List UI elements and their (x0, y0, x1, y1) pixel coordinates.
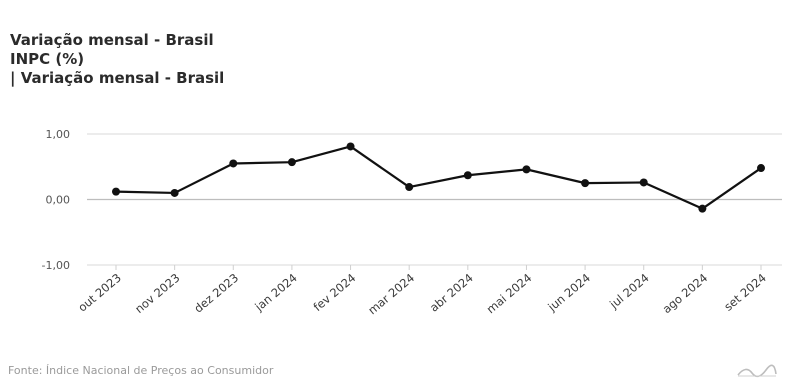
x-tick-label: out 2023 (75, 271, 124, 315)
x-tick-label: jul 2024 (606, 271, 651, 312)
data-point (522, 165, 531, 174)
x-tick-label: fev 2024 (311, 271, 359, 314)
chart-subtitle: INPC (%) (10, 50, 85, 68)
chart-title-block: Variação mensal - Brasil INPC (%) | Vari… (10, 31, 224, 88)
data-point (170, 188, 179, 197)
y-tick-label: 0,00 (46, 194, 71, 207)
chart-subtitle-2: | Variação mensal - Brasil (10, 69, 225, 87)
data-point (581, 179, 590, 188)
y-tick-label: 1,00 (46, 128, 71, 141)
data-point (463, 171, 472, 180)
x-tick-label: mar 2024 (365, 271, 417, 318)
data-point (112, 187, 120, 196)
data-point (346, 142, 355, 151)
x-tick-label: ago 2024 (660, 271, 711, 317)
x-tick-label: abr 2024 (427, 271, 476, 315)
data-point (698, 204, 707, 213)
x-tick-label: set 2024 (721, 271, 769, 314)
data-point (639, 178, 648, 187)
series-line (115, 145, 762, 210)
y-tick-label: -1,00 (42, 259, 70, 272)
x-tick-label: jun 2024 (544, 271, 593, 315)
x-tick-label: jan 2024 (251, 271, 299, 315)
chart-title: Variação mensal - Brasil (10, 31, 214, 49)
x-tick-label: mai 2024 (484, 271, 535, 317)
data-point (405, 183, 414, 192)
x-tick-label: dez 2023 (191, 271, 241, 316)
data-point (757, 164, 765, 173)
source-note: Fonte: Índice Nacional de Preços ao Cons… (8, 364, 274, 377)
logo-icon (737, 364, 777, 378)
data-point (229, 159, 238, 168)
data-point (287, 158, 296, 167)
x-tick-label: nov 2023 (132, 271, 182, 316)
